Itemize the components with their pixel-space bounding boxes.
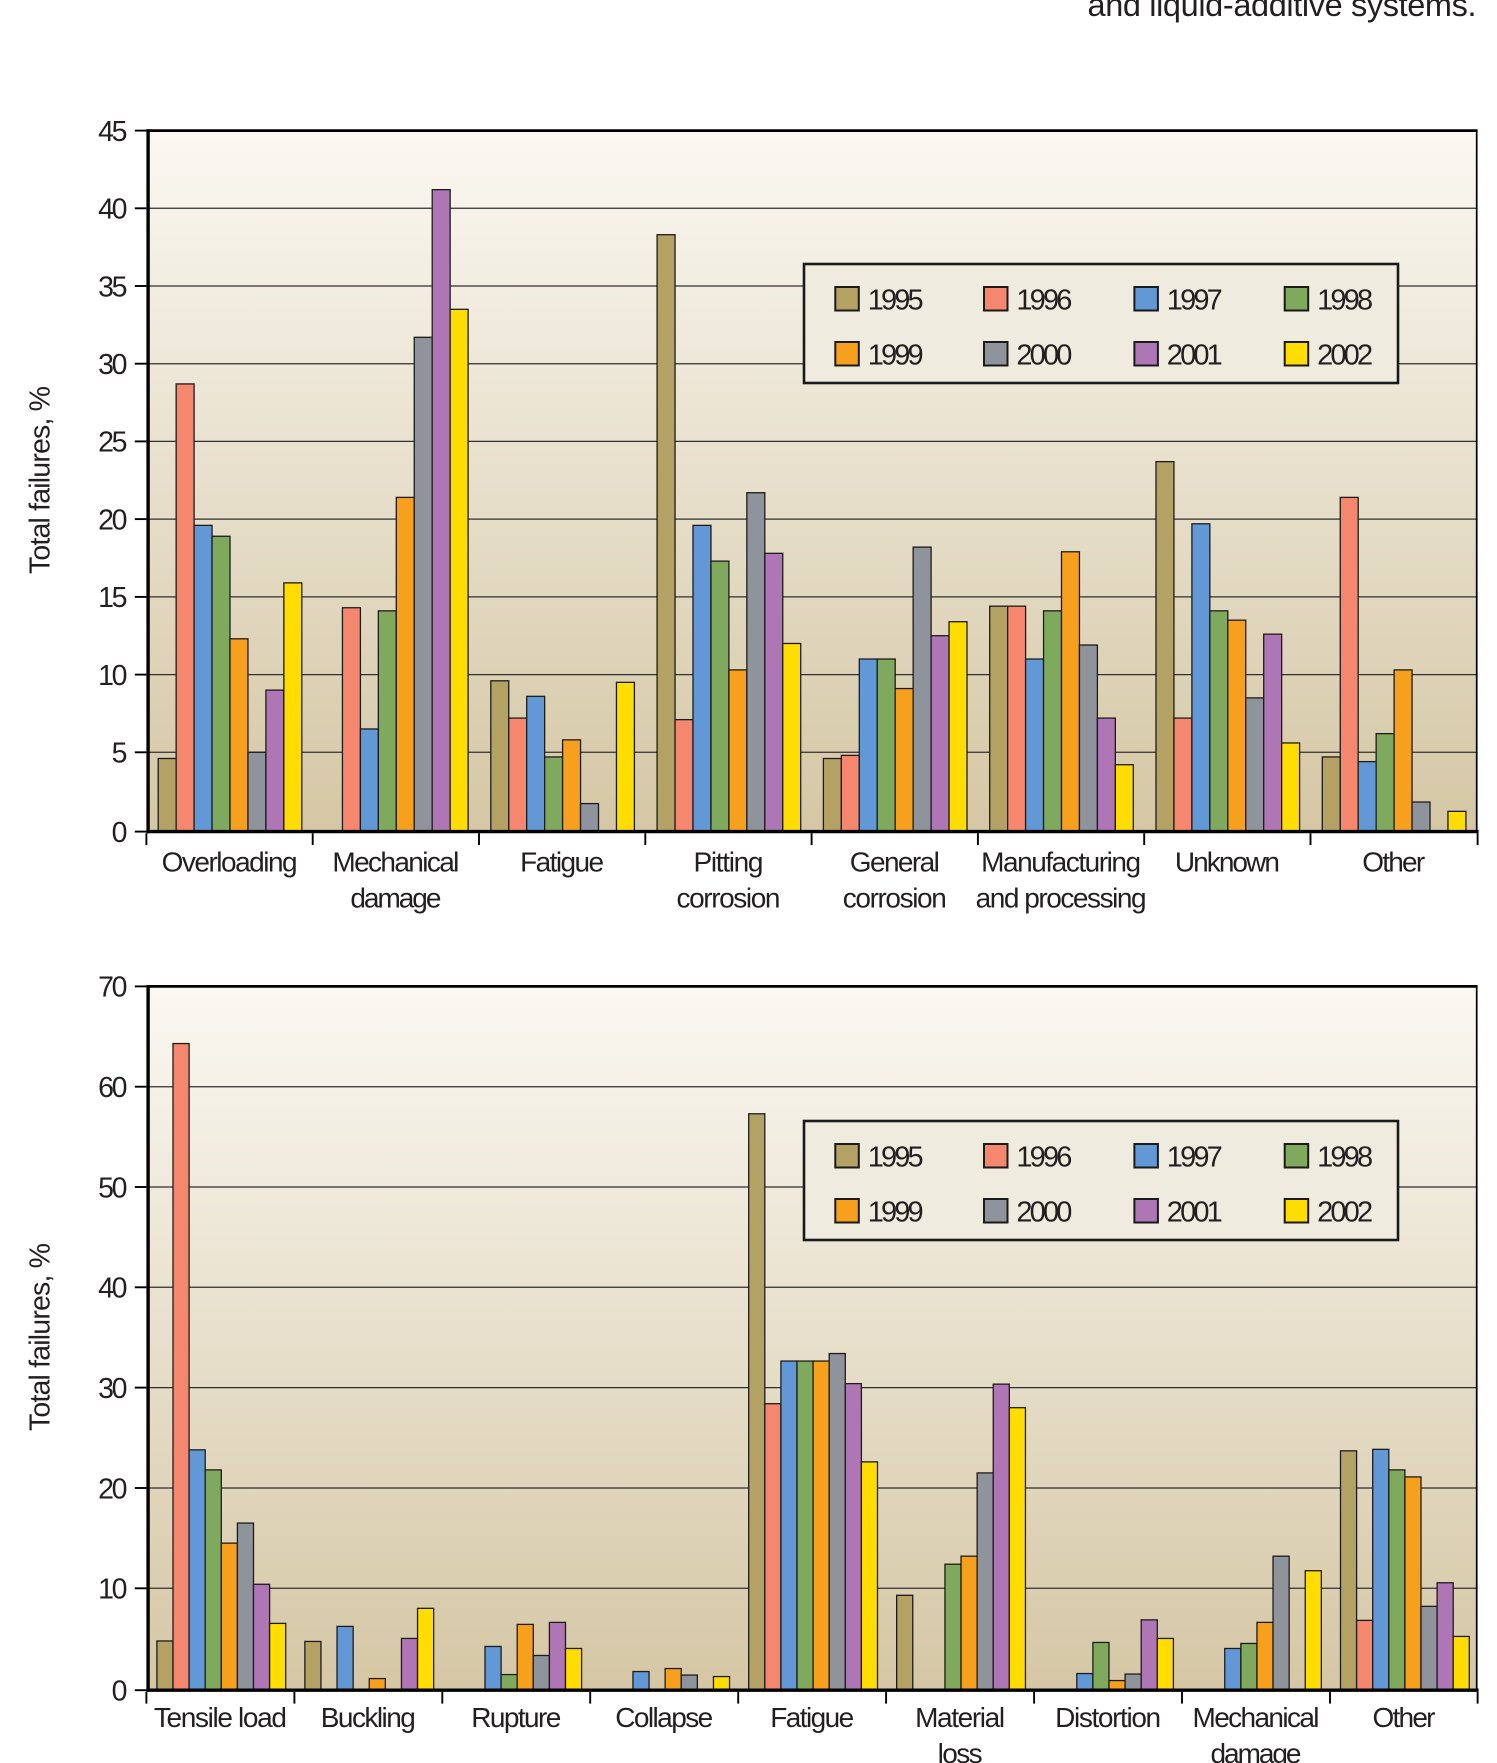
- svg-text:35: 35: [98, 271, 127, 303]
- svg-text:45: 45: [98, 116, 127, 148]
- svg-text:20: 20: [98, 1473, 127, 1505]
- svg-text:1998: 1998: [1317, 1142, 1373, 1174]
- svg-text:and liquid-additive systems.: and liquid-additive systems.: [1088, 0, 1477, 23]
- svg-text:1996: 1996: [1016, 285, 1072, 317]
- svg-text:Collapse: Collapse: [615, 1702, 713, 1733]
- svg-text:Material: Material: [915, 1702, 1005, 1733]
- svg-text:40: 40: [98, 1273, 127, 1305]
- svg-text:10: 10: [98, 660, 127, 692]
- svg-text:Fatigue: Fatigue: [770, 1702, 854, 1733]
- svg-text:2001: 2001: [1167, 340, 1223, 372]
- svg-text:1995: 1995: [868, 1142, 924, 1174]
- svg-text:Unknown: Unknown: [1175, 847, 1280, 878]
- svg-text:2000: 2000: [1016, 1197, 1072, 1229]
- svg-text:2002: 2002: [1317, 1197, 1373, 1229]
- svg-text:10: 10: [98, 1574, 127, 1606]
- svg-text:Overloading: Overloading: [162, 847, 298, 878]
- svg-text:Distortion: Distortion: [1055, 1702, 1161, 1733]
- svg-text:General: General: [850, 847, 940, 878]
- svg-text:60: 60: [98, 1072, 127, 1104]
- svg-text:40: 40: [98, 194, 127, 226]
- svg-text:15: 15: [98, 582, 127, 614]
- svg-text:1995: 1995: [868, 285, 924, 317]
- svg-text:Mechanical: Mechanical: [1193, 1702, 1320, 1733]
- svg-text:corrosion: corrosion: [677, 883, 781, 914]
- svg-text:Fatigue: Fatigue: [520, 847, 604, 878]
- svg-text:damage: damage: [350, 883, 441, 914]
- svg-text:Tensile load: Tensile load: [154, 1702, 287, 1733]
- svg-text:loss: loss: [938, 1738, 983, 1763]
- svg-text:Other: Other: [1362, 847, 1425, 878]
- svg-text:2002: 2002: [1317, 340, 1373, 372]
- svg-text:70: 70: [98, 972, 127, 1004]
- svg-text:20: 20: [98, 504, 127, 536]
- svg-text:Total failures, %: Total failures, %: [25, 1243, 57, 1431]
- svg-text:1996: 1996: [1016, 1142, 1072, 1174]
- svg-text:50: 50: [98, 1172, 127, 1204]
- svg-text:Manufacturing: Manufacturing: [981, 847, 1141, 878]
- svg-text:1997: 1997: [1167, 1142, 1223, 1174]
- svg-text:25: 25: [98, 427, 127, 459]
- svg-text:1999: 1999: [868, 340, 924, 372]
- svg-text:Mechanical: Mechanical: [332, 847, 459, 878]
- svg-text:1999: 1999: [868, 1197, 924, 1229]
- svg-text:0: 0: [112, 817, 128, 849]
- svg-text:30: 30: [98, 349, 127, 381]
- svg-text:Buckling: Buckling: [321, 1702, 416, 1733]
- svg-text:0: 0: [112, 1676, 128, 1708]
- svg-text:2000: 2000: [1016, 340, 1072, 372]
- svg-text:corrosion: corrosion: [843, 883, 947, 914]
- svg-text:5: 5: [112, 738, 128, 770]
- svg-text:1998: 1998: [1317, 285, 1373, 317]
- svg-text:30: 30: [98, 1373, 127, 1405]
- svg-text:1997: 1997: [1167, 285, 1223, 317]
- svg-text:2001: 2001: [1167, 1197, 1223, 1229]
- svg-text:Total failures, %: Total failures, %: [25, 386, 57, 574]
- svg-text:Rupture: Rupture: [471, 1702, 561, 1733]
- svg-text:Other: Other: [1373, 1702, 1436, 1733]
- svg-text:and processing: and processing: [976, 883, 1147, 914]
- svg-text:damage: damage: [1211, 1738, 1302, 1763]
- svg-text:Pitting: Pitting: [694, 847, 764, 878]
